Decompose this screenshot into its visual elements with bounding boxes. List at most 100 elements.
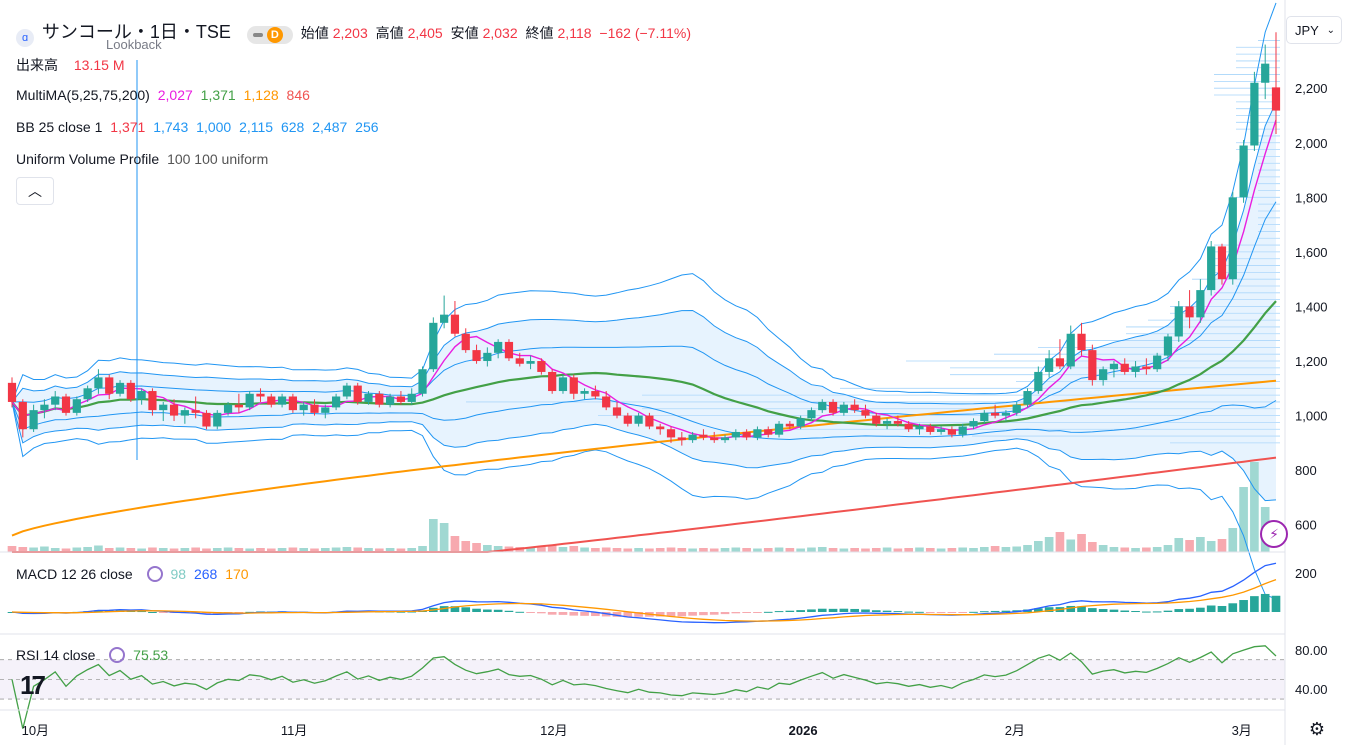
macd-histogram-bar (1077, 606, 1086, 612)
candle-body (331, 396, 341, 408)
volume-legend[interactable]: 出来高 13.15 M (16, 55, 128, 75)
rsi-line (11, 645, 1277, 729)
ma-legend[interactable]: MultiMA(5,25,75,200) 2,027 1,371 1,128 8… (16, 87, 314, 103)
market-status-pill[interactable]: D (246, 26, 293, 44)
macd-histogram-bar (1066, 605, 1076, 612)
candle (893, 415, 902, 427)
volume-bar (677, 548, 687, 552)
volume-bar (385, 548, 395, 552)
candle (1023, 388, 1032, 408)
candle-body (980, 412, 989, 422)
candle (720, 434, 730, 443)
currency-select[interactable]: JPY ⌄ (1286, 16, 1342, 44)
time-axis[interactable]: 10月 11月 12月 2026 2月 3月 (22, 723, 1252, 738)
volume-bar (915, 547, 924, 552)
volume-bar (1152, 547, 1162, 552)
macd-histogram-bar (936, 612, 946, 613)
candle-body (137, 391, 146, 400)
volume-bar (1088, 542, 1097, 552)
candle-body (785, 423, 794, 427)
volume-bar (796, 548, 805, 552)
candle (602, 391, 611, 411)
bb-legend[interactable]: BB 25 close 1 1,371 1,743 1,000 2,115 62… (16, 119, 383, 135)
candle (1153, 352, 1162, 372)
candle (774, 421, 784, 438)
macd-histogram-bar (655, 612, 665, 617)
candle (321, 404, 330, 419)
candle (936, 426, 946, 435)
price-tick-label: 1,800 (1295, 190, 1328, 205)
candle (623, 412, 632, 427)
volume-bar (1196, 537, 1205, 552)
volume-bar (83, 547, 92, 552)
macd-label: MACD 12 26 close (16, 566, 133, 582)
macd-histogram-bar (871, 610, 881, 612)
volume-bar (191, 547, 200, 552)
macd-histogram-bar (1217, 605, 1227, 612)
candle (342, 382, 352, 400)
candle-body (450, 314, 460, 334)
volume-bar (1012, 546, 1022, 552)
candle-body (634, 415, 643, 424)
refresh-icon[interactable] (146, 566, 163, 582)
candle (450, 301, 460, 337)
candle-body (537, 361, 546, 372)
candle-body (591, 391, 600, 397)
candle (515, 352, 524, 367)
candle-body (1023, 391, 1032, 405)
candle-body (288, 396, 297, 411)
rsi-tick-label: 40.00 (1295, 682, 1328, 697)
volume-bar (1217, 539, 1227, 552)
vp-legend[interactable]: Uniform Volume Profile 100 100 uniform (16, 151, 272, 167)
volume-bar (396, 548, 406, 552)
macd-histogram-bar (94, 610, 103, 612)
bollinger-band-line (12, 201, 1277, 416)
candle (926, 423, 935, 435)
candle (861, 404, 870, 419)
candle-body (753, 429, 762, 438)
candle (526, 355, 535, 370)
candle (364, 391, 373, 405)
candle-body (796, 418, 805, 427)
candle-body (699, 434, 708, 438)
volume-bar (1131, 548, 1140, 552)
candle (677, 431, 686, 446)
candle (839, 401, 848, 416)
volume-bar (807, 547, 816, 552)
candle (213, 410, 222, 430)
collapse-legend-button[interactable]: ︿ (16, 177, 54, 205)
macd-histogram-bar (893, 611, 903, 613)
candle-body (223, 404, 233, 413)
candle-body (623, 415, 632, 424)
candle (872, 412, 881, 427)
candle (1001, 410, 1011, 422)
candle-body (1207, 246, 1216, 291)
vp-params: 100 100 uniform (167, 151, 269, 167)
candle-body (310, 404, 319, 413)
candle (796, 415, 805, 430)
gear-icon[interactable]: ⚙ (1308, 719, 1326, 739)
volume-bar (558, 547, 568, 552)
rsi-legend[interactable]: RSI 14 close 75.53 (16, 647, 172, 663)
macd-legend[interactable]: MACD 12 26 close 98 268 170 (16, 566, 253, 582)
candle-body (515, 358, 524, 364)
symbol-title[interactable]: サンコール・1日・TSE (41, 22, 231, 42)
macd-histogram-bar (958, 612, 968, 613)
volume-bar (1163, 545, 1173, 552)
macd-histogram-bar (1044, 607, 1054, 612)
macd-histogram-bar (493, 609, 503, 612)
bb-label: BB 25 close 1 (16, 119, 103, 135)
candle-body (580, 391, 589, 394)
macd-histogram-bar (774, 611, 784, 613)
tradingview-logo-icon[interactable]: 17 (20, 670, 46, 700)
macd-histogram-bar (753, 612, 762, 613)
candle-body (115, 382, 125, 394)
refresh-icon[interactable] (109, 647, 126, 663)
macd-histogram-bar (947, 612, 957, 613)
macd-histogram-bar (1196, 607, 1205, 612)
lightning-icon[interactable]: ⚡ (1260, 520, 1288, 548)
candle (1174, 301, 1183, 342)
candle (969, 418, 978, 430)
volume-bar (18, 547, 28, 552)
